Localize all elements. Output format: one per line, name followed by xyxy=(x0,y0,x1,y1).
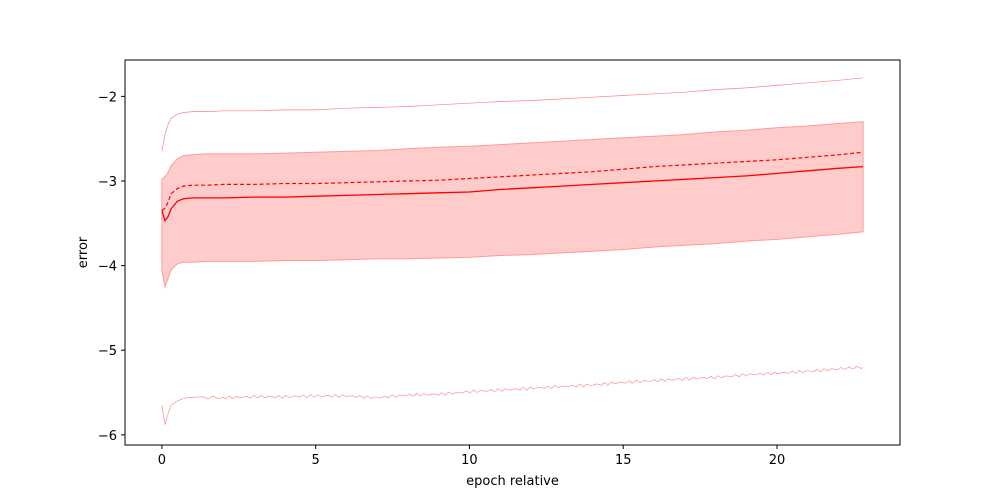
x-tick-label: 10 xyxy=(461,453,478,468)
plot-frame xyxy=(124,59,901,446)
x-tick-label: 20 xyxy=(769,453,786,468)
y-tick-label: −5 xyxy=(98,344,117,359)
band-area xyxy=(161,121,864,289)
x-axis: 0 5 10 15 20 xyxy=(158,445,785,468)
x-axis-title: epoch relative xyxy=(466,474,559,489)
y-tick-label: −2 xyxy=(98,90,117,105)
y-axis-title: error xyxy=(76,236,91,268)
series-layer xyxy=(161,77,864,425)
x-tick-label: 5 xyxy=(312,453,320,468)
y-axis: −2 −3 −4 −5 −6 xyxy=(98,90,125,444)
series-min-line xyxy=(161,366,864,425)
y-tick-label: −6 xyxy=(98,429,117,444)
series-mean-line xyxy=(161,165,864,223)
y-tick-label: −3 xyxy=(98,175,117,190)
series-median-line xyxy=(161,151,864,212)
series-max-line xyxy=(161,77,864,152)
x-tick-label: 0 xyxy=(158,453,166,468)
x-tick-label: 15 xyxy=(615,453,632,468)
y-tick-label: −4 xyxy=(98,260,117,275)
